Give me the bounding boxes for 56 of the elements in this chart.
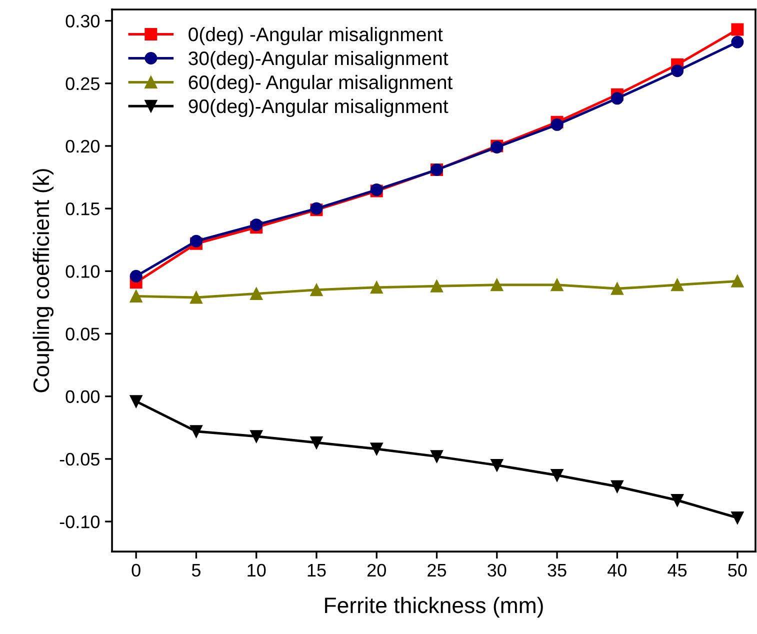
x-tick-label: 50	[728, 564, 747, 577]
y-tick-label: 0.05	[66, 328, 100, 340]
x-tick-label: 40	[608, 564, 627, 577]
point	[370, 442, 383, 456]
x-tick-label: 20	[368, 564, 386, 577]
x-tick-label: 10	[248, 564, 266, 577]
point	[250, 287, 263, 300]
point	[490, 278, 504, 292]
x-axis-title: Ferrite thickness (mm)	[325, 596, 543, 618]
point	[490, 458, 504, 472]
y-tick-label: 0.20	[66, 140, 100, 153]
x-tick-label: 15	[308, 564, 326, 577]
x-tick-label: 35	[548, 564, 566, 577]
point	[731, 36, 744, 48]
legend-label: 60(deg)- Angular misalignment	[188, 74, 453, 94]
point	[430, 450, 444, 463]
x-tick-label: 5	[192, 564, 200, 577]
point	[731, 512, 744, 524]
y-tick-label: 0.15	[66, 202, 100, 216]
point	[310, 284, 323, 296]
y-tick-label: -0.10	[60, 515, 100, 528]
point	[190, 425, 202, 438]
point	[190, 291, 202, 304]
point	[130, 395, 142, 408]
x-tick-label: 45	[668, 564, 687, 577]
point	[370, 281, 383, 294]
x-tick-label: 0	[132, 564, 140, 577]
legend-label: 0(deg) -Angular misalignment	[188, 27, 443, 46]
x-tick-label: 30	[488, 564, 506, 577]
point	[130, 270, 142, 282]
point	[671, 494, 684, 507]
point	[610, 92, 624, 105]
point	[250, 430, 263, 443]
y-tick-label: 0.25	[66, 77, 100, 90]
point	[190, 234, 202, 248]
point	[731, 23, 744, 36]
y-tick-label: 0.00	[66, 390, 100, 404]
point	[550, 278, 564, 292]
x-tick-label: 25	[428, 564, 446, 577]
y-tick-label: -0.05	[60, 452, 100, 466]
point	[130, 290, 142, 302]
point	[671, 278, 684, 292]
legend-label: 30(deg)-Angular misalignment	[188, 50, 448, 70]
point	[550, 118, 564, 131]
point	[430, 280, 444, 292]
point	[310, 436, 323, 449]
y-tick-label: 0.10	[66, 265, 100, 278]
point	[731, 274, 744, 288]
legend-label: 90(deg)-Angular misalignment	[188, 98, 448, 118]
point	[671, 64, 684, 78]
y-axis-title: Coupling coefficient (k)	[32, 169, 54, 392]
point	[250, 218, 263, 232]
point	[550, 468, 564, 482]
point	[610, 282, 624, 295]
y-tick-label: 0.30	[66, 14, 100, 28]
point	[610, 480, 624, 493]
